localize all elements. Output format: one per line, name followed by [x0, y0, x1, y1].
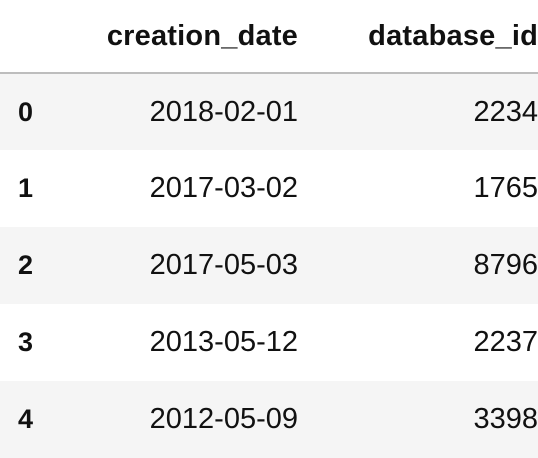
row-index: 3 [18, 327, 34, 357]
table-row: 3 2013-05-12 2237 [0, 304, 538, 381]
table-row: 2 2017-05-03 8796 [0, 227, 538, 304]
cell-creation-date: 2013-05-12 [149, 326, 298, 358]
cell-database-id: 8796 [473, 249, 538, 281]
header-creation-date: creation_date [70, 0, 298, 74]
cell-creation-date: 2018-02-01 [149, 95, 298, 128]
table-header: creation_date database_id [0, 0, 538, 74]
row-index: 1 [18, 173, 34, 203]
table-row: 1 2017-03-02 1765 [0, 150, 538, 227]
cell-creation-date: 2017-05-03 [149, 249, 298, 281]
table-row: 0 2018-02-01 2234 [0, 73, 538, 150]
header-database-id: database_id [298, 0, 538, 74]
header-index-cell [0, 0, 70, 74]
cell-database-id: 3398 [473, 403, 538, 435]
cell-database-id: 1765 [473, 172, 538, 204]
row-index: 0 [18, 96, 34, 127]
cell-creation-date: 2012-05-09 [149, 403, 298, 435]
cell-database-id: 2234 [473, 95, 538, 128]
table-row: 4 2012-05-09 3398 [0, 381, 538, 458]
cell-creation-date: 2017-03-02 [149, 172, 298, 204]
cell-database-id: 2237 [473, 326, 538, 358]
table-body: 0 2018-02-01 2234 1 2017-03-02 1765 2 20… [0, 73, 538, 458]
header-row: creation_date database_id [0, 0, 538, 74]
row-index: 4 [18, 404, 34, 434]
row-index: 2 [18, 250, 34, 280]
